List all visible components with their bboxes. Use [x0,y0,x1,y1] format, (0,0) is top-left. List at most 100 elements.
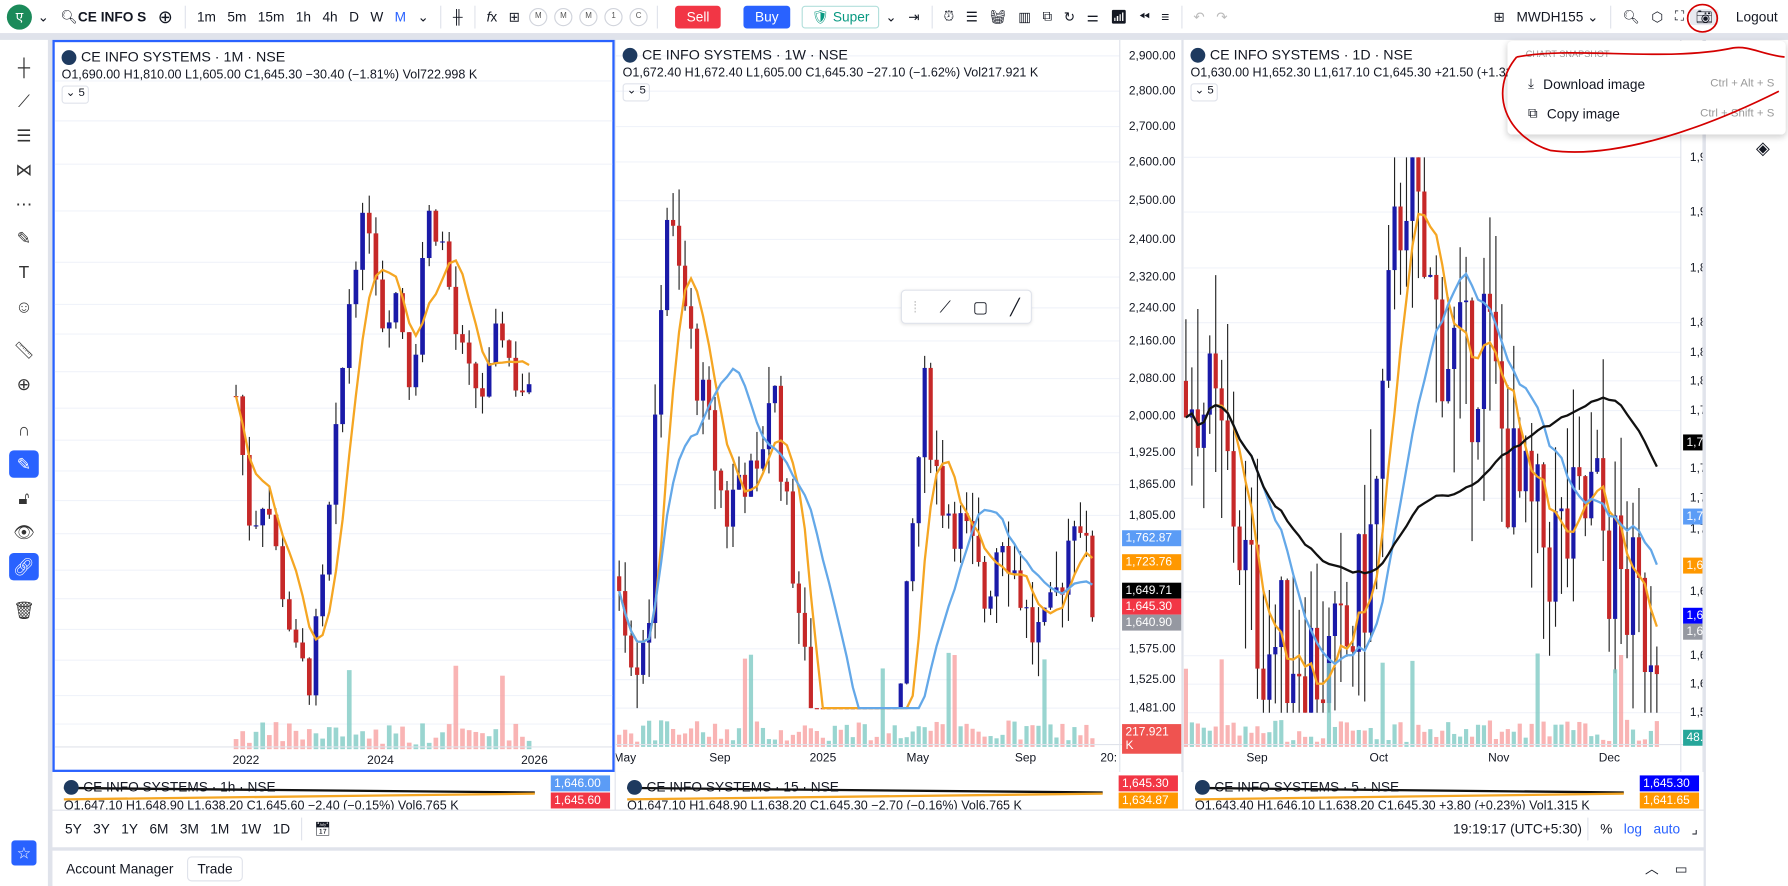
pattern-icon[interactable]: ⋈ [15,160,33,181]
basket-icon[interactable]: 🧺︎ [989,8,1007,25]
depth-icon[interactable]: ☰ [965,8,979,25]
chart-panel-1[interactable]: CE INFO SYSTEMS · 1M · NSE O1,690.00 H1,8… [52,39,615,772]
emoji-icon[interactable]: ☺ [15,297,33,317]
quick-search-icon[interactable]: 🔍︎ [1622,8,1640,25]
undo-icon[interactable]: ↶ [1193,8,1205,25]
candlestick-chart[interactable] [1183,39,1704,772]
refresh-icon[interactable]: ↻ [1063,8,1076,25]
settings-hex-icon[interactable]: ⬡ [1651,8,1664,25]
chart-panel-2[interactable]: CE INFO SYSTEMS · 1W · NSE O1,672.40 H1,6… [615,39,1183,772]
brush-icon[interactable]: ✎ [16,229,32,249]
candlestick-chart[interactable] [615,39,1183,772]
line-icon[interactable]: ╱ [1010,297,1020,316]
settings-sliders-icon[interactable]: ⚌ [1086,8,1099,25]
candlestick-icon[interactable]: ╫ [452,8,463,25]
quick-layout-button[interactable]: C [629,7,648,26]
text-icon[interactable]: T [18,262,30,283]
popout-icon[interactable]: ⧉ [1042,7,1053,24]
expand-icon[interactable]: ⌟ [1691,821,1698,837]
chart-title[interactable]: CE INFO SYSTEMS · 1M · NSE [61,49,478,65]
signal-icon[interactable]: 📶︎ [1110,8,1128,25]
interval-15m[interactable]: 15m [257,8,285,25]
chart-title[interactable]: CE INFO SYSTEMS · 1D · NSE [1190,47,1528,63]
layout-grid-icon[interactable]: ⊞ [1493,8,1506,25]
indicators-toggle[interactable]: ⌄ 5 [1190,83,1218,102]
forecast-icon[interactable]: ⋯ [15,194,33,215]
fib-icon[interactable]: ☰ [16,126,32,146]
super-button[interactable]: 🛡︎ Super [801,5,880,28]
align-icon[interactable]: ≡ [1161,8,1170,25]
account-manager-title[interactable]: Account Manager [66,860,174,877]
add-symbol-icon[interactable]: ⊕ [157,7,174,27]
interval-5m[interactable]: 5m [227,8,247,25]
sell-button[interactable]: Sell [675,5,721,28]
unlock-icon[interactable]: 🔓︎ [18,488,30,509]
range-3M[interactable]: 3M [179,821,199,837]
quick-layout-button[interactable]: 1 [604,7,623,26]
interval-D[interactable]: D [349,8,359,25]
log-toggle[interactable]: log [1623,821,1643,837]
exit-icon[interactable]: ⇥ [908,8,920,25]
replay-icon[interactable]: ⏪︎ [1139,7,1151,24]
chart-panel-3[interactable]: CE INFO SYSTEMS · 1D · NSE O1,630.00 H1,6… [1183,39,1704,772]
mini-chart-panel[interactable]: CE INFO SYSTEMS · 1h · NSE O1,647.10 H1,6… [52,771,615,810]
range-5Y[interactable]: 5Y [64,821,82,837]
interval-W[interactable]: W [370,8,384,25]
rectangle-icon[interactable]: ▢ [972,297,989,316]
lock-drawing-icon[interactable]: ✎ [9,450,39,478]
interval-1h[interactable]: 1h [295,8,312,25]
mini-chart-panel[interactable]: CE INFO SYSTEMS · 15 · NSE O1,647.10 H1,6… [615,771,1183,810]
layouts-icon[interactable]: ⊞ [508,8,521,25]
layers-icon[interactable]: ◈ [1756,139,1771,159]
copy-image-item[interactable]: ⧉ Copy image Ctrl + Shift + S [1528,105,1779,122]
quick-layout-button[interactable]: M [554,7,573,26]
mini-chart-panel[interactable]: CE INFO SYSTEMS · 5 · NSE O1,643.40 H1,64… [1183,771,1704,810]
range-1W[interactable]: 1W [240,821,262,837]
auto-toggle[interactable]: auto [1653,821,1681,837]
bar-chart-icon[interactable]: ▥ [1018,8,1032,25]
redo-icon[interactable]: ↷ [1216,8,1228,25]
download-image-item[interactable]: ⤓ Download image Ctrl + Alt + S [1528,75,1779,92]
chart-title[interactable]: CE INFO SYSTEMS · 1W · NSE [622,47,1039,63]
fullscreen-icon[interactable]: ⛶ [1674,7,1685,24]
favorites-star-button[interactable]: ☆ [11,840,37,866]
candlestick-chart[interactable] [54,42,615,772]
trend-line-icon[interactable]: ⟋ [17,91,30,112]
calendar-icon[interactable]: 📅︎ [314,821,332,837]
range-1D[interactable]: 1D [272,821,291,837]
maximize-panel-icon[interactable]: ▭ [1674,860,1688,877]
ruler-icon[interactable]: 📏︎ [13,340,35,361]
magnet-icon[interactable]: ∩ [17,420,31,440]
indicators-icon[interactable]: fx [486,8,498,25]
collapse-up-icon[interactable]: ︿ [1645,860,1659,877]
alert-icon[interactable]: ⏰︎ [943,7,955,24]
quick-layout-button[interactable]: M [529,7,548,26]
drag-handle-icon[interactable]: ⁞ [913,297,918,316]
chevron-down-icon[interactable]: ⌄ [37,8,50,25]
tab-trade[interactable]: Trade [187,855,243,881]
range-6M[interactable]: 6M [149,821,169,837]
broker-logo-icon[interactable]: ए [6,3,32,30]
camera-icon[interactable]: 📷︎ [1689,8,1719,25]
range-1Y[interactable]: 1Y [121,821,139,837]
range-3Y[interactable]: 3Y [93,821,110,837]
account-selector[interactable]: MWDH155 ⌄ [1516,8,1599,25]
indicators-toggle[interactable]: ⌄ 5 [61,85,89,104]
zoom-in-icon[interactable]: ⊕ [16,375,32,395]
chevron-down-icon[interactable]: ⌄ [885,8,897,25]
eye-icon[interactable]: 👁︎ [13,523,35,543]
quick-layout-button[interactable]: M [579,7,598,26]
percent-toggle[interactable]: % [1600,821,1613,837]
range-1M[interactable]: 1M [210,821,230,837]
logout-button[interactable]: Logout [1735,8,1778,25]
trend-line-icon[interactable]: ⟋ [939,297,951,316]
buy-button[interactable]: Buy [743,5,791,28]
interval-4h[interactable]: 4h [322,8,338,25]
crosshair-icon[interactable]: ┼ [17,57,31,77]
link-icon[interactable]: 🔗︎ [9,553,39,581]
chevron-down-icon[interactable]: ⌄ [417,8,429,25]
indicators-toggle[interactable]: ⌄ 5 [622,83,650,102]
trash-icon[interactable]: 🗑︎ [13,600,35,621]
interval-1m[interactable]: 1m [196,8,216,25]
symbol-search[interactable]: 🔍︎CE INFO S [55,9,152,25]
